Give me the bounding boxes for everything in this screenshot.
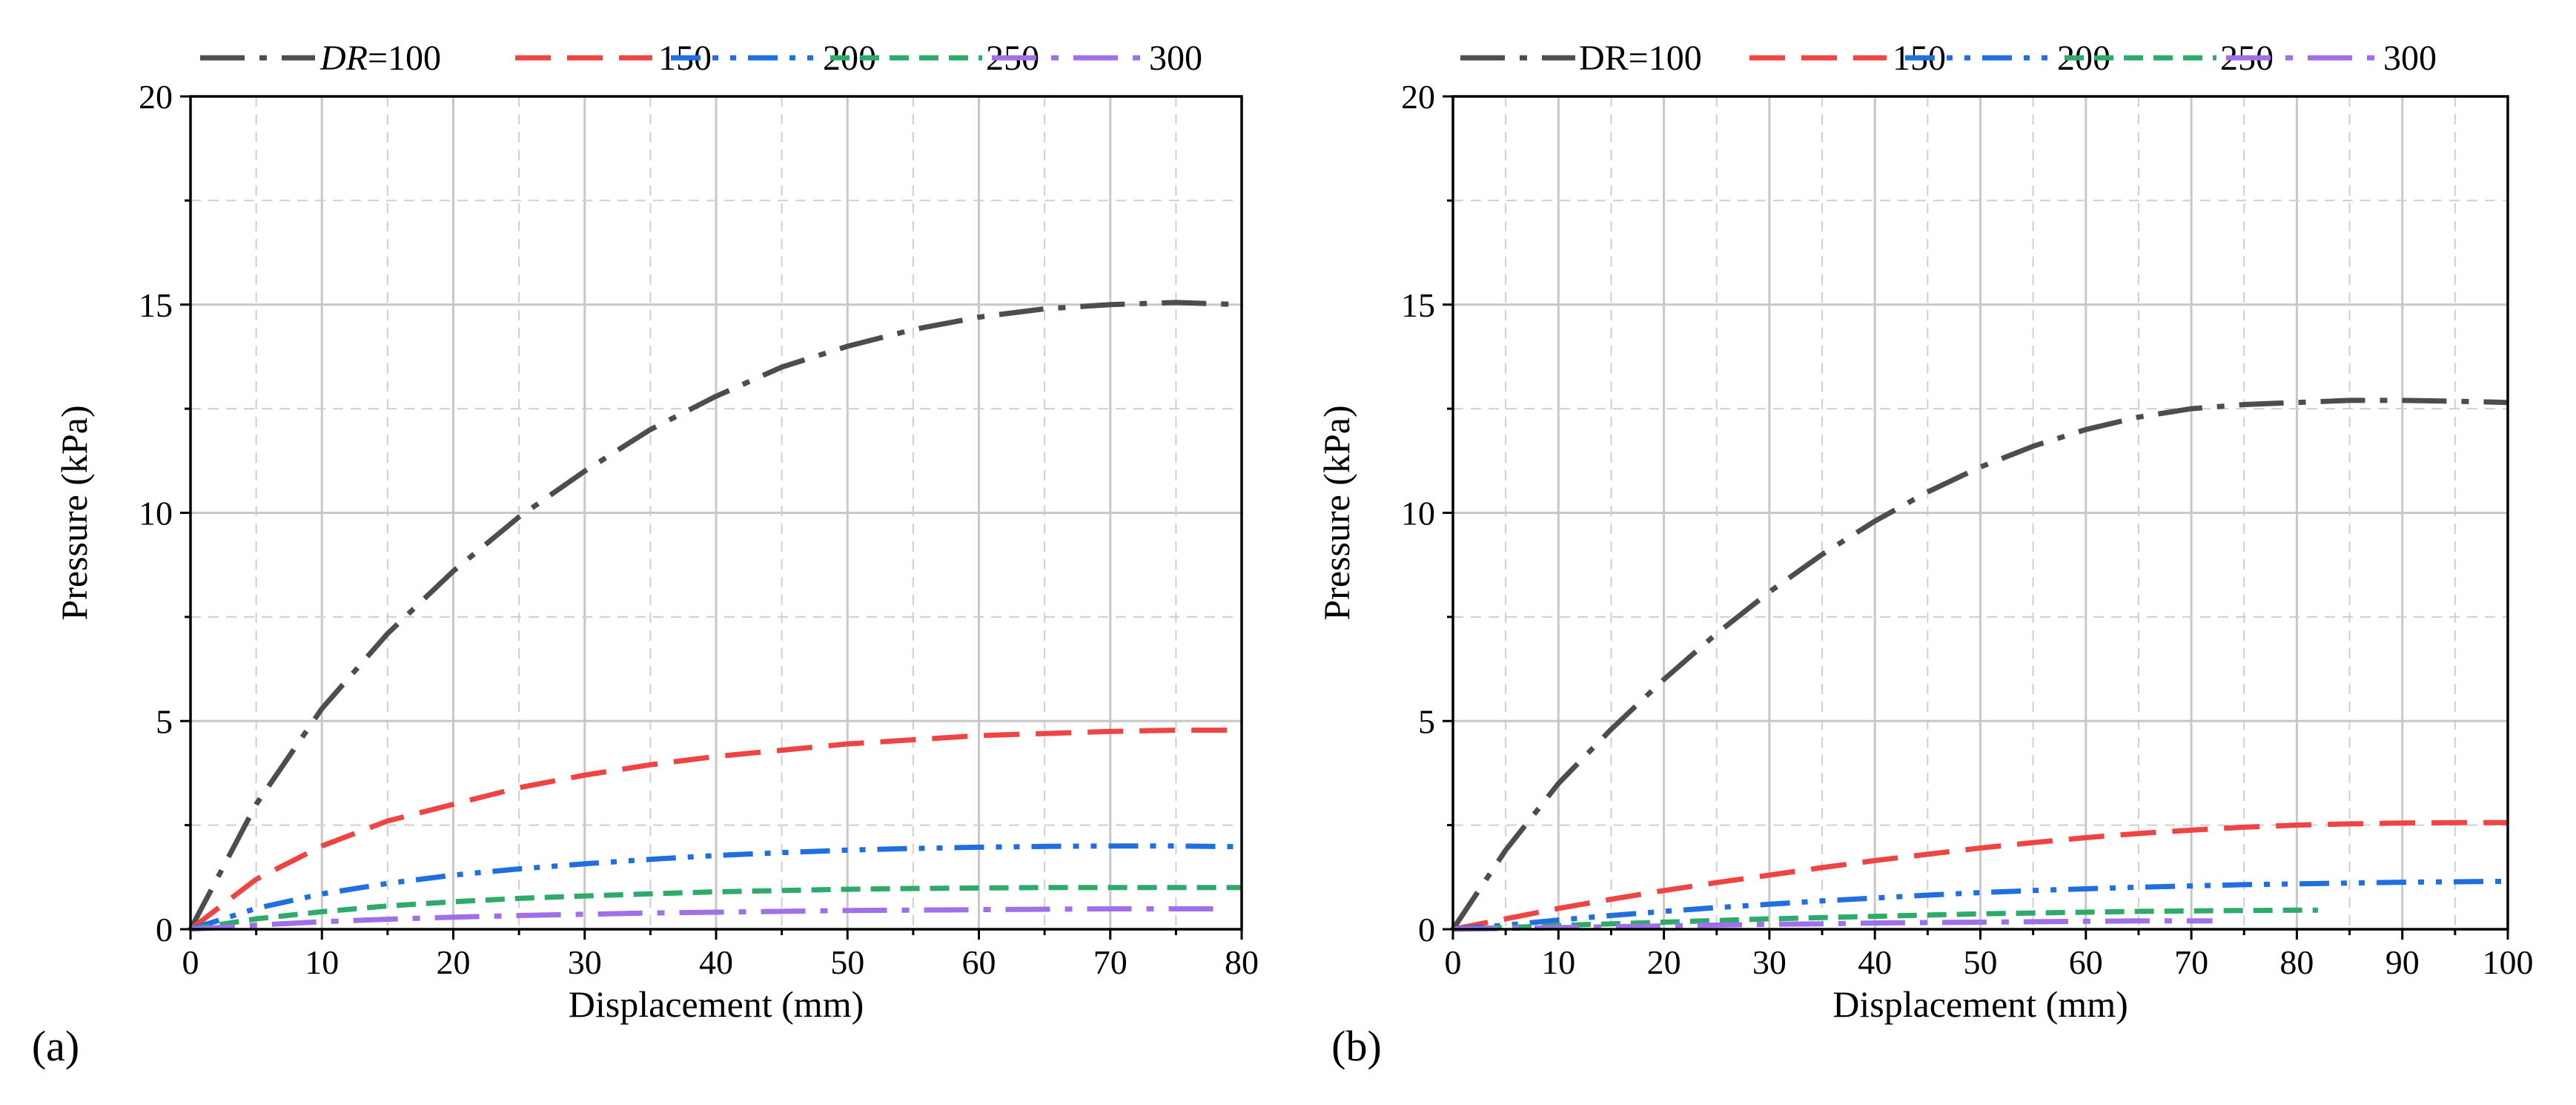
- x-tick-label: 30: [568, 943, 602, 981]
- panel-a: 0 10 20 30 40 50 60 70 80 0 5 10 15 20 Displacement (m…: [32, 39, 1259, 1070]
- series-line-dr-100: [1451, 398, 2509, 931]
- y-tick-label: 0: [156, 911, 173, 949]
- y-tick-label: 0: [1418, 911, 1435, 949]
- y-tick-label: 10: [1401, 495, 1435, 532]
- x-tick-label: 0: [182, 943, 199, 981]
- x-tick-label: 100: [2483, 943, 2534, 981]
- x-tick-label: 20: [1647, 943, 1681, 981]
- x-tick-label: 50: [830, 943, 864, 981]
- x-tick-label: 70: [1093, 943, 1128, 981]
- panel-label: (b): [1331, 1022, 1382, 1070]
- y-axis-title: Pressure (kPa): [53, 405, 95, 620]
- x-tick-label: 50: [1964, 943, 1998, 981]
- y-tick-label: 10: [139, 495, 173, 532]
- series-line-150: [188, 728, 1242, 931]
- legend-item: 300: [992, 39, 1202, 78]
- grid: [191, 96, 1242, 929]
- x-tick-label: 10: [1541, 943, 1575, 981]
- series-line-150: [1452, 819, 2508, 932]
- legend-label: 300: [2383, 39, 2437, 78]
- series-line-250: [190, 885, 1242, 932]
- x-tick-label: 90: [2385, 943, 2420, 981]
- y-tick-label: 5: [156, 702, 173, 740]
- legend-item: DR=100: [1460, 39, 1702, 78]
- legend: DR=100 150 200 250 300: [1460, 39, 2437, 78]
- x-tick-label: 60: [962, 943, 996, 981]
- panel-b: 0 10 20 30 40 50 60 70 80 90 100 0 5 10 15 20 Displaceme…: [1316, 39, 2534, 1070]
- legend-label: DR=100: [1579, 39, 1702, 78]
- x-axis-title: Displacement (mm): [1832, 983, 2128, 1025]
- series-line-300: [1452, 918, 2213, 932]
- series-line-200: [189, 843, 1242, 932]
- legend: DR=100 150 200 250 300: [200, 39, 1202, 78]
- x-tick-label: 10: [305, 943, 339, 981]
- x-tick-label: 70: [2174, 943, 2208, 981]
- x-tick-label: 0: [1445, 943, 1462, 981]
- legend-item: 300: [2226, 39, 2437, 78]
- x-tick-label: 30: [1752, 943, 1787, 981]
- y-tick-label: 15: [1401, 286, 1435, 324]
- legend-label: 300: [1149, 39, 1202, 78]
- series-line-dr-100: [188, 300, 1242, 931]
- x-tick-label: 20: [437, 943, 471, 981]
- x-tick-label: 80: [2279, 943, 2314, 981]
- y-tick-label: 5: [1418, 702, 1435, 740]
- y-axis-title: Pressure (kPa): [1316, 405, 1357, 620]
- panel-label: (a): [32, 1022, 79, 1070]
- y-tick-label: 15: [139, 286, 173, 324]
- legend-item: DR=100: [200, 39, 441, 78]
- y-tick-label: 20: [139, 78, 173, 116]
- x-axis-title: Displacement (mm): [569, 983, 864, 1025]
- series-line-250: [1452, 907, 2318, 932]
- x-tick-label: 40: [1858, 943, 1892, 981]
- x-tick-label: 40: [699, 943, 733, 981]
- x-tick-label: 80: [1225, 943, 1259, 981]
- series-line-300: [190, 906, 1216, 932]
- y-tick-label: 20: [1401, 78, 1435, 116]
- x-tick-label: 60: [2069, 943, 2103, 981]
- legend-label: DR=100: [319, 39, 441, 78]
- series-line-200: [1452, 878, 2509, 932]
